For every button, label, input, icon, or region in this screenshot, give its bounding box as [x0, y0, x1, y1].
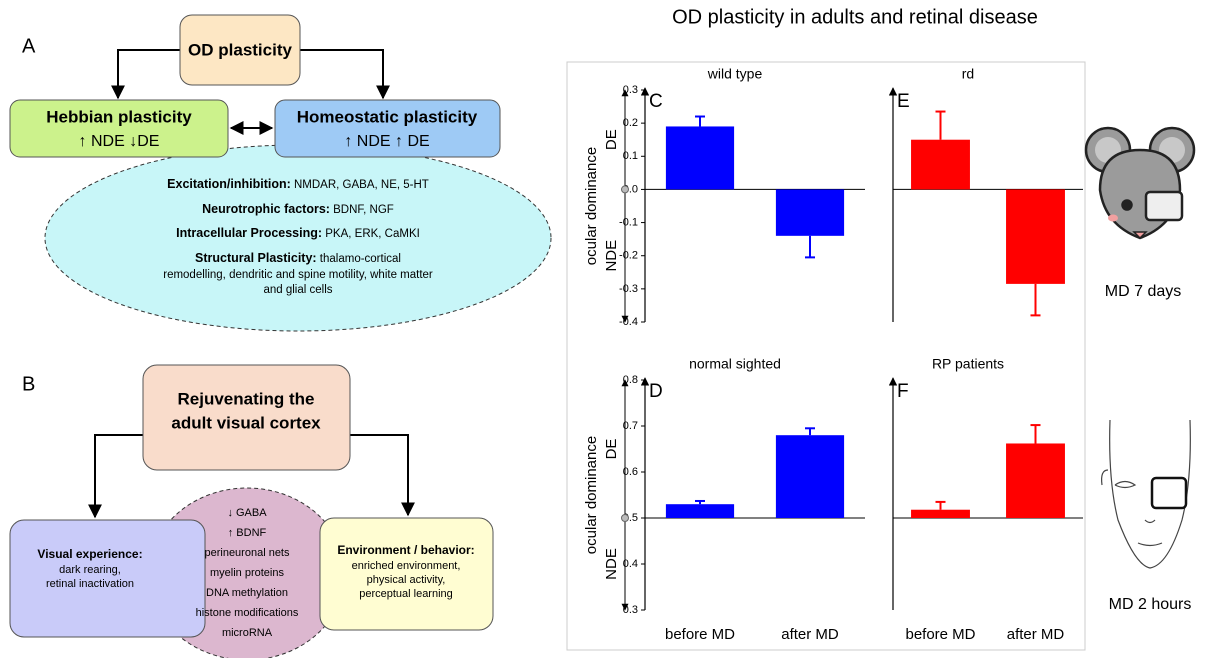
figure-title: OD plasticity in adults and retinal dise… [672, 6, 1038, 28]
y-tick-label: -0.1 [619, 216, 638, 228]
y-axis-label: DE [603, 439, 620, 460]
visual-experience-box [9, 519, 206, 638]
mechanism: Intracellular Processing: PKA, ERK, CaMK… [176, 226, 420, 240]
y-axis-label: NDE [603, 548, 620, 580]
y-axis-label: DE [603, 129, 620, 150]
root-box [142, 364, 351, 471]
bar [775, 189, 845, 236]
box-title: Environment / behavior: [337, 543, 474, 557]
arrow [111, 49, 180, 100]
mouse-illustration [1084, 126, 1196, 240]
y-axis-label: ocular dominance [583, 436, 600, 554]
box-text: ↑ NDE ↓DE [79, 133, 160, 150]
panel-letter: E [897, 91, 910, 112]
mechanism-label: Excitation/inhibition: [167, 177, 291, 191]
root-label: Rejuvenating the [178, 389, 315, 408]
bar [1006, 189, 1065, 284]
bar [665, 504, 735, 518]
box-text: perceptual learning [359, 588, 453, 600]
mechanism-label: Structural Plasticity: [195, 251, 317, 265]
bar [775, 435, 845, 518]
factor: ↑ BDNF [228, 527, 267, 539]
root-label: adult visual cortex [171, 413, 321, 432]
factor: ↓ GABA [227, 507, 267, 519]
arrow [88, 434, 143, 519]
box-text: retinal inactivation [46, 578, 134, 590]
box-text: enriched environment, [352, 560, 461, 572]
chart-title: normal sighted [689, 356, 781, 372]
y-axis-label: ocular dominance [583, 147, 600, 265]
mechanism-text: and glial cells [263, 284, 332, 296]
environment-box [319, 517, 494, 631]
factor: myelin proteins [210, 567, 284, 579]
direction-origin [621, 185, 629, 194]
mechanism-text: BDNF, NGF [333, 204, 394, 216]
face-illustration [1095, 410, 1198, 570]
arrow [300, 49, 390, 100]
direction-origin [621, 514, 629, 522]
panel-letter: C [649, 91, 663, 112]
root-box [179, 14, 301, 86]
x-tick-label: before MD [665, 626, 735, 643]
x-tick-label: after MD [781, 626, 839, 643]
box-text: ↑ NDE ↑ DE [344, 133, 429, 150]
y-axis-label: NDE [603, 240, 620, 272]
chart-title: RP patients [932, 356, 1004, 372]
arrow [350, 434, 415, 517]
panel-letter: B [22, 373, 35, 395]
box-title: Hebbian plasticity [46, 107, 192, 126]
charts: wild typeC0.30.20.10.0-0.1-0.2-0.3-0.4oc… [583, 66, 1083, 643]
x-tick-label: before MD [905, 626, 975, 643]
mechanism-text: PKA, ERK, CaMKI [325, 228, 420, 240]
box-text: physical activity, [367, 574, 446, 586]
mechanism-label: Neurotrophic factors: [202, 202, 330, 216]
mechanism-text: NMDAR, GABA, NE, 5-HT [294, 179, 429, 191]
factor: perineuronal nets [204, 547, 290, 559]
mechanism-text: thalamo-cortical [320, 253, 401, 265]
panel-letter: D [649, 381, 663, 402]
root-label: OD plasticity [188, 40, 292, 59]
box-title: Visual experience: [37, 547, 142, 561]
chart-title: rd [962, 66, 974, 82]
bar [911, 139, 970, 190]
factor: microRNA [222, 627, 273, 639]
chart-frame [566, 61, 1086, 651]
chart-title: wild type [707, 66, 763, 82]
x-tick-label: after MD [1007, 626, 1065, 643]
mechanism: Neurotrophic factors: BDNF, NGF [202, 202, 394, 216]
chart: wild typeC0.30.20.10.0-0.1-0.2-0.3-0.4oc… [583, 66, 865, 328]
mechanism-text: remodelling, dendritic and spine motilit… [163, 269, 433, 281]
mechanism: Excitation/inhibition: NMDAR, GABA, NE, … [167, 177, 429, 191]
chart: normal sightedD0.80.70.60.50.40.3ocular … [583, 356, 865, 643]
chart: rd E [888, 66, 1083, 322]
side-label: MD 7 days [1105, 283, 1181, 300]
y-tick-label: 0.2 [623, 117, 638, 129]
mechanism: Structural Plasticity: thalamo-cortical [195, 251, 401, 265]
bar [911, 509, 970, 518]
mechanism-label: Intracellular Processing: [176, 226, 322, 240]
panel-letter: F [897, 381, 909, 402]
mechanism-ellipse [44, 144, 552, 332]
y-tick-label: -0.3 [619, 283, 638, 295]
panel-letter: A [22, 35, 36, 57]
factor: DNA methylation [206, 587, 288, 599]
bar [1006, 443, 1065, 518]
bar [665, 126, 735, 190]
y-tick-label: -0.4 [619, 316, 638, 328]
side-label: MD 2 hours [1109, 596, 1192, 613]
y-tick-label: -0.2 [619, 250, 638, 262]
box-text: dark rearing, [59, 564, 121, 576]
factor-list: ↓ GABA ↑ BDNF perineuronal nets myelin prot… [196, 507, 299, 639]
box-title: Homeostatic plasticity [297, 107, 478, 126]
hebbian-box [9, 99, 229, 158]
factor: histone modifications [196, 607, 299, 619]
homeostatic-box [274, 99, 501, 158]
